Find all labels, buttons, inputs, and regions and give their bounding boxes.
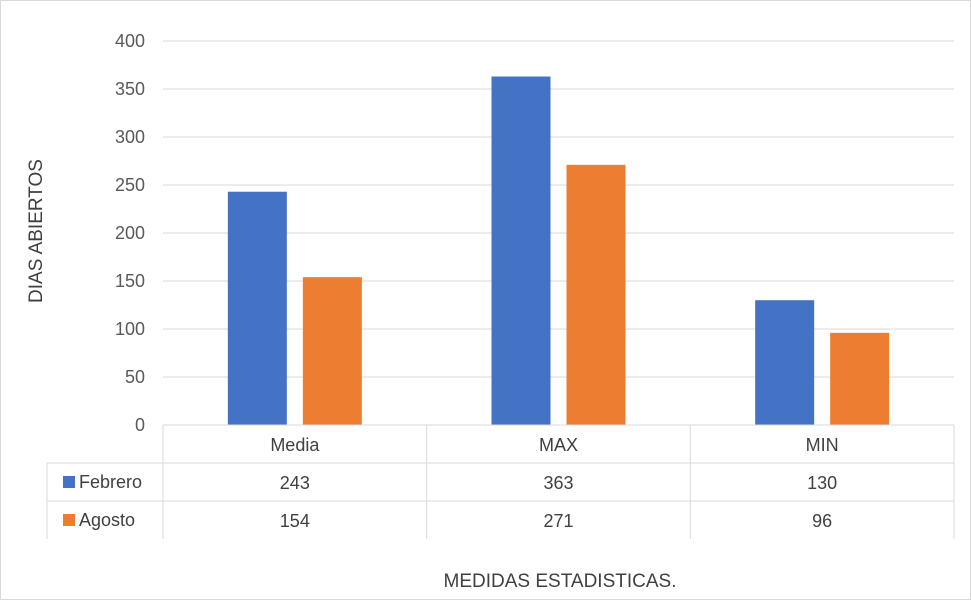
y-tick-label: 400 <box>115 31 145 51</box>
series-label: Febrero <box>79 472 142 492</box>
bar-agosto-max <box>566 164 626 425</box>
category-label: MAX <box>539 435 578 455</box>
data-label: 130 <box>807 473 837 493</box>
y-tick-label: 100 <box>115 319 145 339</box>
x-axis-title: MEDIDAS ESTADISTICAS. <box>444 571 677 592</box>
y-axis-title: DIAS ABIERTOS <box>26 159 47 303</box>
bar-febrero-min <box>755 300 815 425</box>
y-tick-label: 350 <box>115 79 145 99</box>
data-label: 154 <box>280 511 310 531</box>
data-table: Media MAX MIN Febrero 243 363 130 Agosto 154 271 9… <box>46 424 955 539</box>
category-label: MIN <box>806 435 839 455</box>
category-label: Media <box>270 435 320 455</box>
y-tick-label: 200 <box>115 223 145 243</box>
series-label: Agosto <box>79 510 135 530</box>
y-tick-label: 250 <box>115 175 145 195</box>
bar-agosto-min <box>830 332 890 425</box>
data-label: 96 <box>812 511 832 531</box>
bar-febrero-max <box>491 76 551 426</box>
gridlines <box>163 40 954 378</box>
bars <box>227 76 890 426</box>
y-tick-labels: 0 50 100 150 200 250 300 350 400 <box>115 31 145 435</box>
y-tick-label: 0 <box>135 415 145 435</box>
legend-key-febrero <box>63 476 75 488</box>
y-tick-label: 300 <box>115 127 145 147</box>
y-tick-label: 50 <box>125 367 145 387</box>
data-label: 243 <box>280 473 310 493</box>
data-label: 271 <box>543 511 573 531</box>
legend-key-agosto <box>63 514 75 526</box>
bar-agosto-media <box>302 277 362 425</box>
data-label: 363 <box>543 473 573 493</box>
bar-febrero-media <box>227 191 287 425</box>
y-tick-label: 150 <box>115 271 145 291</box>
